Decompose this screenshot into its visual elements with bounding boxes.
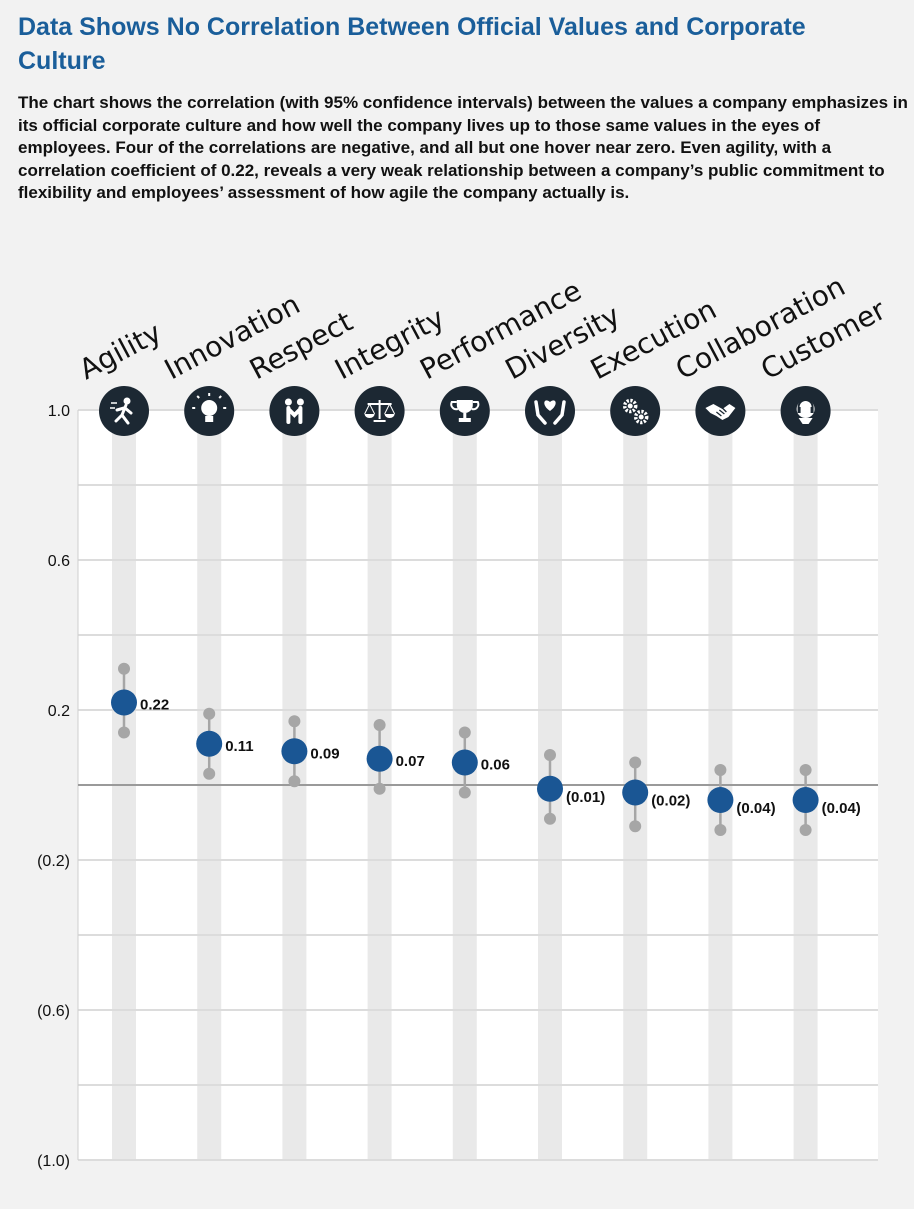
data-point xyxy=(792,787,819,813)
chart-title: Data Shows No Correlation Between Offici… xyxy=(18,13,806,75)
chart-subtitle: The chart shows the correlation (with 95… xyxy=(18,93,908,202)
ci-high-dot xyxy=(544,749,556,761)
ci-low-dot xyxy=(714,824,727,836)
handshake-icon xyxy=(695,386,746,436)
data-point xyxy=(707,787,734,813)
data-point xyxy=(366,745,393,772)
data-label: 0.22 xyxy=(140,697,169,714)
data-point xyxy=(622,779,649,806)
ci-high-dot xyxy=(714,764,727,776)
headset-icon xyxy=(780,386,831,436)
category-label: Agility xyxy=(74,316,167,386)
ci-low-dot xyxy=(118,726,130,739)
trophy-icon xyxy=(439,386,490,436)
data-point xyxy=(537,775,563,802)
ci-low-dot xyxy=(288,775,301,788)
ci-low-dot xyxy=(629,820,642,833)
ci-high-dot xyxy=(373,719,386,731)
lightbulb-icon xyxy=(184,386,235,436)
hands-holding-heart-icon xyxy=(525,386,575,436)
gears-icon xyxy=(610,386,661,436)
data-point xyxy=(281,738,308,765)
running-person-icon xyxy=(99,386,149,436)
ci-high-dot xyxy=(458,726,471,739)
ci-low-dot xyxy=(203,767,216,780)
scales-icon xyxy=(354,386,405,436)
y-tick-label: 0.6 xyxy=(48,553,70,570)
ci-low-dot xyxy=(458,786,471,799)
two-people-icon xyxy=(269,386,320,436)
ci-high-dot xyxy=(288,715,301,728)
y-tick-label: 0.2 xyxy=(48,703,70,720)
icon-badge xyxy=(269,386,320,436)
ci-low-dot xyxy=(373,782,386,795)
ci-high-dot xyxy=(203,707,216,720)
data-point xyxy=(196,730,223,757)
y-tick-label: (1.0) xyxy=(37,1153,70,1170)
ci-high-dot xyxy=(799,764,812,776)
data-label: 0.09 xyxy=(310,745,339,762)
data-point xyxy=(451,749,478,776)
data-label: (0.02) xyxy=(651,793,690,810)
data-point xyxy=(111,689,137,716)
y-tick-label: (0.2) xyxy=(37,853,70,870)
y-tick-label: (0.6) xyxy=(37,1003,70,1020)
data-label: (0.01) xyxy=(566,789,605,806)
data-label: (0.04) xyxy=(822,800,861,817)
y-tick-label: 1.0 xyxy=(48,403,70,420)
ci-low-dot xyxy=(544,812,556,825)
data-label: 0.07 xyxy=(396,753,425,770)
data-label: 0.06 xyxy=(481,757,510,774)
ci-high-dot xyxy=(629,756,642,769)
ci-low-dot xyxy=(799,824,812,836)
ci-high-dot xyxy=(118,662,130,675)
data-label: (0.04) xyxy=(736,800,775,817)
data-label: 0.11 xyxy=(225,738,253,755)
